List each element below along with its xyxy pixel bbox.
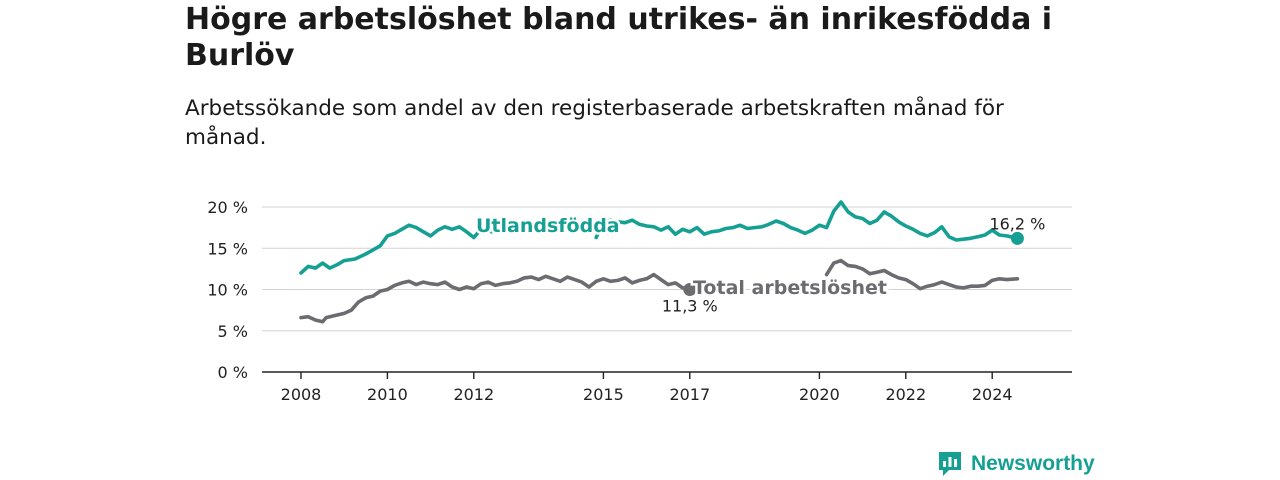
brand-logo: Newsworthy — [937, 450, 1095, 478]
y-tick-label: 10 % — [207, 281, 248, 300]
chart-title: Högre arbetslöshet bland utrikes- än inr… — [185, 2, 1053, 73]
end-value-label: 11,3 % — [662, 297, 718, 316]
brand-name: Newsworthy — [971, 452, 1095, 475]
x-tick-label: 2008 — [281, 385, 322, 404]
x-tick-label: 2022 — [885, 385, 926, 404]
chart-grid — [262, 206, 1072, 373]
x-tick-label: 2020 — [799, 385, 840, 404]
end-point-marker — [1010, 231, 1024, 245]
series-name-label: Total arbetslöshet — [693, 277, 887, 299]
x-tick-label: 2017 — [669, 385, 710, 404]
series-line — [299, 272, 692, 324]
y-axis: 0 % 5 % 10 % 15 % 20 % — [207, 198, 248, 382]
chart-labels: 16,2 % 11,3 % Utlandsfödda Total arbetslösh… — [474, 213, 1046, 316]
y-tick-label: 5 % — [218, 322, 248, 341]
chart-lines — [299, 200, 1020, 324]
y-tick-label: 20 % — [207, 198, 248, 217]
x-tick-label: 2015 — [583, 385, 624, 404]
x-tick-label: 2024 — [972, 385, 1013, 404]
chart-subtitle: Arbetssökande som andel av den registerb… — [185, 96, 1004, 150]
end-point-marker — [683, 283, 697, 296]
y-tick-label: 0 % — [218, 363, 248, 382]
x-axis: 2008 2010 2012 2015 2017 2020 2022 2024 — [281, 372, 1013, 404]
series-name-label: Utlandsfödda — [476, 215, 620, 237]
series-line — [594, 200, 1020, 242]
series-line — [299, 222, 516, 275]
newsworthy-logo-icon — [939, 452, 961, 476]
series-line — [824, 258, 1020, 291]
end-value-label: 16,2 % — [989, 214, 1045, 233]
y-tick-label: 15 % — [207, 239, 248, 258]
x-tick-label: 2012 — [453, 385, 494, 404]
x-tick-label: 2010 — [367, 385, 408, 404]
